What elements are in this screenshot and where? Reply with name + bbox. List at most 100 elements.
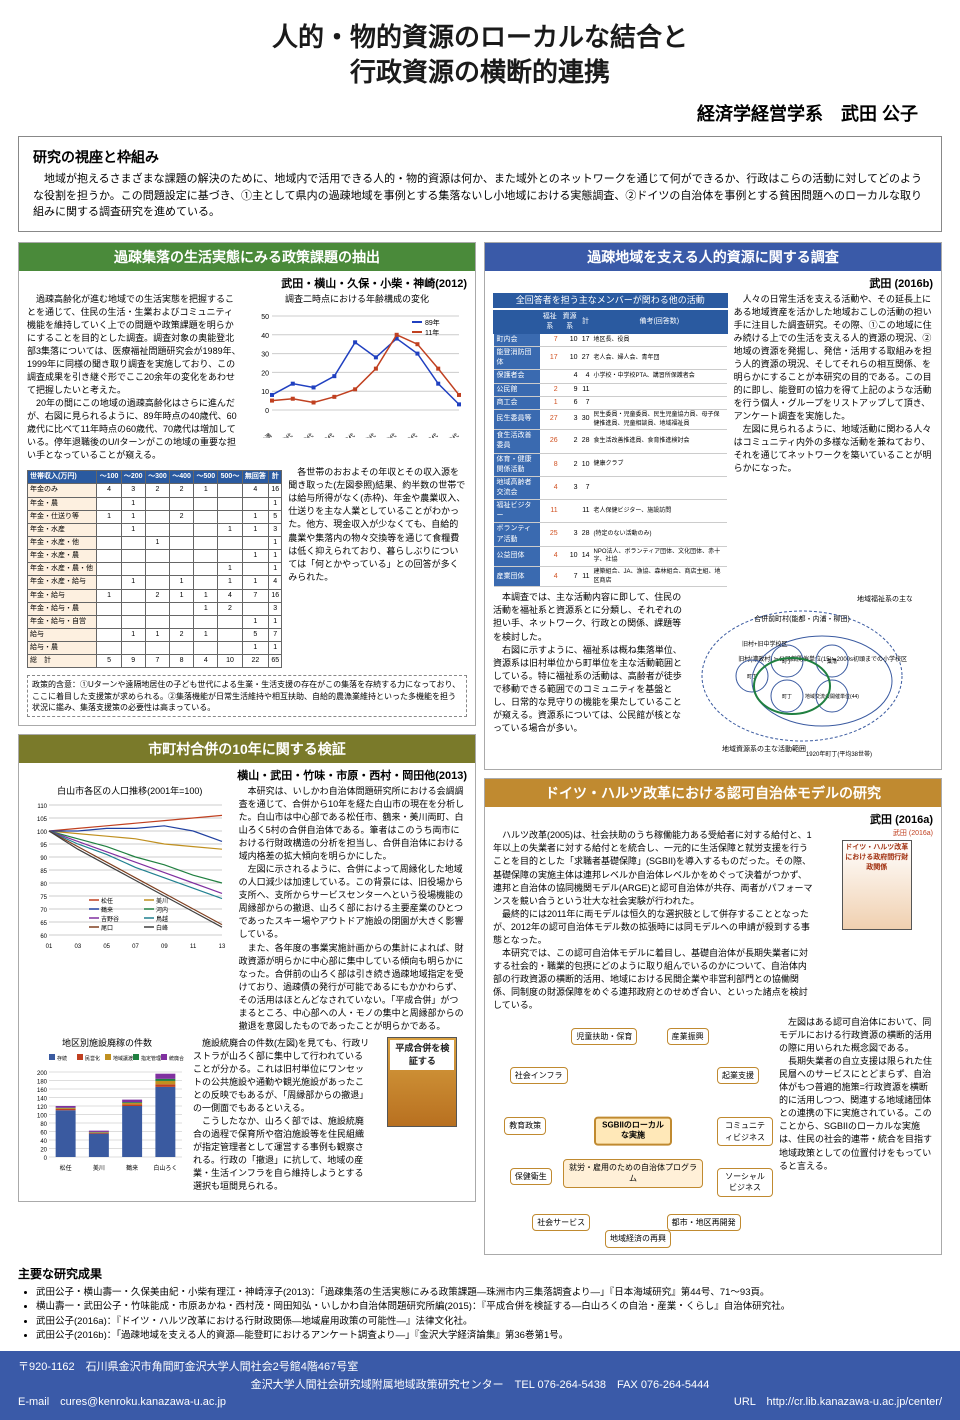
svg-text:美川: 美川	[93, 1164, 105, 1172]
panel-1-line-chart: 0102030405010歳未満10歳代20歳代30歳代40歳代50歳代60歳代…	[247, 308, 467, 438]
panel-2-text2: 施設統廃合の件数(左図)を見ても、行政リストラが山ろく部に集中して行われているこ…	[193, 1037, 372, 1194]
svg-text:40: 40	[40, 1139, 47, 1145]
svg-text:13: 13	[219, 944, 226, 950]
panel-2-header: 市町村合併の10年に関する検証	[19, 735, 475, 763]
intro-heading: 研究の視座と枠組み	[33, 147, 927, 167]
columns: 過疎集落の生活実態にみる政策課題の抽出 武田・横山・久保・小柴・神崎(2012)…	[18, 242, 942, 1255]
panel-4-book-thumb: ドイツ・ハルツ改革における政府間行財政関係	[842, 840, 912, 930]
right-column: 過疎地域を支える人的資源に関する調査 武田 (2016b) 全回答者を担う主なメ…	[484, 242, 942, 1255]
svg-text:旧村(濃政村) ≒公民館開催単位(15)≒2000s初頭まで: 旧村(濃政村) ≒公民館開催単位(15)≒2000s初頭までの小学校区	[738, 655, 907, 663]
svg-text:75: 75	[40, 895, 47, 901]
svg-text:11: 11	[190, 944, 197, 950]
svg-text:美川: 美川	[156, 897, 168, 905]
svg-text:160: 160	[37, 1088, 48, 1094]
panel-2-bar-title: 地区別施設廃稼の件数	[27, 1037, 187, 1050]
svg-text:85: 85	[40, 869, 47, 875]
svg-text:尾口: 尾口	[101, 925, 113, 932]
svg-text:集落: 集落	[827, 658, 837, 665]
panel-1: 過疎集落の生活実態にみる政策課題の抽出 武田・横山・久保・小柴・神崎(2012)…	[18, 242, 476, 726]
svg-text:白山ろく: 白山ろく	[153, 1164, 177, 1172]
panel-3-venn: 地域福祉系の主な活動範囲合併前町村(能都・内浦・柳田) 旧村(濃政村) ≒公民館開…	[692, 591, 933, 761]
hub-node: 都市・地区再開発	[667, 1214, 741, 1232]
svg-text:105: 105	[37, 817, 48, 823]
panel-1-right-text: 各世帯のおおよその年収とその収入源を聞き取った(左図参照)結果、約半数の世帯では…	[288, 466, 467, 672]
svg-text:河内: 河内	[156, 906, 168, 914]
panel-3-text2: 本調査では、主な活動内容に即して、住民の活動を福祉系と資源系とに分類し、それぞれ…	[493, 591, 686, 761]
publications: 主要な研究成果 武田公子・横山壽一・久保美由紀・小柴有理江・神崎淳子(2013)…	[18, 1265, 942, 1343]
panel-4-text: ハルツ改革(2005)は、社会扶助のうち稼働能力ある受給者に対する給付と、1年以…	[493, 829, 814, 1012]
svg-text:110: 110	[37, 804, 47, 810]
footer-addr: 〒920-1162 石川県金沢市角間町金沢大学人間社会2号館4階467号室	[18, 1359, 942, 1377]
svg-text:05: 05	[103, 944, 110, 950]
poster: 人的・物的資源のローカルな結合と 行政資源の横断的連携 経済学経営学系 武田 公…	[0, 0, 960, 1420]
svg-text:100: 100	[37, 830, 48, 836]
panel-3-cite: 武田 (2016b)	[493, 275, 933, 291]
svg-text:1920年町丁(平均38世帯): 1920年町丁(平均38世帯)	[806, 750, 872, 758]
svg-text:鳥越: 鳥越	[156, 915, 168, 923]
panel-1-header: 過疎集落の生活実態にみる政策課題の抽出	[19, 243, 475, 271]
svg-text:合併前町村(能都・内浦・柳田): 合併前町村(能都・内浦・柳田)	[754, 614, 850, 623]
svg-text:30: 30	[261, 351, 269, 358]
svg-text:地域交流会開催単位(44): 地域交流会開催単位(44)	[805, 693, 859, 700]
panel-3: 過疎地域を支える人的資源に関する調査 武田 (2016b) 全回答者を担う主なメ…	[484, 242, 942, 771]
svg-text:01: 01	[46, 944, 53, 950]
hub-node: 起業支援	[717, 1067, 759, 1085]
svg-text:20: 20	[40, 1147, 47, 1153]
svg-text:吉野谷: 吉野谷	[101, 915, 119, 923]
svg-text:町丁: 町丁	[782, 659, 792, 665]
svg-text:鶴来: 鶴来	[101, 906, 113, 914]
panel-2: 市町村合併の10年に関する検証 横山・武田・竹味・市原・西村・岡田他(2013)…	[18, 734, 476, 1202]
panel-2-pop-chart: 606570758085909510010511001030507091113松…	[27, 800, 227, 950]
pub-item: 武田公子(2016a)：『ドイツ・ハルツ改革における行財政関係—地域雇用政策の可…	[36, 1315, 942, 1329]
panel-1-chart-title: 調査二時点における年齢構成の変化	[247, 293, 467, 306]
pubs-title: 主要な研究成果	[18, 1265, 942, 1283]
footer: 〒920-1162 石川県金沢市角間町金沢大学人間社会2号館4階467号室 金沢…	[0, 1351, 960, 1420]
panel-2-cite: 横山・武田・竹味・市原・西村・岡田他(2013)	[27, 767, 467, 783]
svg-text:60: 60	[40, 934, 47, 940]
svg-text:町丁: 町丁	[782, 694, 792, 700]
svg-text:80: 80	[40, 882, 47, 888]
hub-node: 教育政策	[504, 1117, 546, 1135]
hub-node: 社会インフラ	[510, 1067, 568, 1085]
intro-box: 研究の視座と枠組み 地域が抱えるさまざまな課題の解決のために、地域内で活用できる…	[18, 136, 942, 232]
panel-3-table: 福祉系資源系計備考(回答数)町内会71017地区長、役員能登消防団体171027…	[493, 310, 728, 588]
svg-text:80: 80	[40, 1122, 47, 1128]
svg-text:03: 03	[74, 944, 81, 950]
footer-org: 金沢大学人間社会研究域附属地域政策研究センター TEL 076-264-5438…	[18, 1377, 942, 1395]
svg-text:180: 180	[37, 1079, 48, 1085]
svg-text:09: 09	[161, 944, 168, 950]
svg-text:65: 65	[40, 921, 47, 927]
footer-email: E-mail cures@kenroku.kanazawa-u.ac.jp	[18, 1394, 226, 1412]
title-line2: 行政資源の横断的連携	[12, 55, 948, 90]
pubs-list: 武田公子・横山壽一・久保美由紀・小柴有理江・神崎淳子(2013)：「過疎集落の生…	[36, 1286, 942, 1343]
title-area: 人的・物的資源のローカルな結合と 行政資源の横断的連携	[12, 12, 948, 94]
svg-text:10: 10	[261, 389, 269, 396]
panel-4-text2: 左図はある認可自治体において、同モデルにおける行政資源の横断的活用の際に用いられ…	[779, 1016, 933, 1246]
left-column: 過疎集落の生活実態にみる政策課題の抽出 武田・横山・久保・小柴・神崎(2012)…	[18, 242, 476, 1255]
svg-text:民営化: 民営化	[85, 1055, 100, 1062]
panel-4: ドイツ・ハルツ改革における認可自治体モデルの研究 武田 (2016a) ハルツ改…	[484, 778, 942, 1255]
svg-text:40: 40	[261, 333, 269, 340]
panel-2-book-thumb: 平成合併を検証する	[387, 1037, 457, 1127]
svg-text:60: 60	[40, 1130, 47, 1136]
panel-2-pop-title: 白山市各区の人口推移(2001年=100)	[27, 785, 233, 798]
intro-text: 地域が抱えるさまざまな課題の解決のために、地域内で活用できる人的・物的資源は何か…	[33, 171, 927, 221]
svg-text:鶴来: 鶴来	[126, 1164, 138, 1172]
panel-4-cite: 武田 (2016a)	[493, 811, 933, 827]
svg-text:地域福祉系の主な活動範囲: 地域福祉系の主な活動範囲	[857, 594, 912, 603]
panel-3-header: 過疎地域を支える人的資源に関する調査	[485, 243, 941, 271]
svg-text:20: 20	[261, 370, 269, 377]
hub-node: 保健衛生	[510, 1168, 552, 1186]
panel-3-table-title: 全回答者を担う主なメンバーが関わる他の活動	[493, 293, 728, 308]
hub-node: 地域経済の再興	[605, 1230, 671, 1248]
footer-url: URL http://cr.lib.kanazawa-u.ac.jp/cente…	[734, 1394, 942, 1412]
svg-text:70: 70	[40, 908, 47, 914]
hub-node: 児童扶助・保育	[571, 1028, 637, 1046]
panel-1-table: 世帯収入(万円)～100～200～300～400～500500～無回答計年金のみ…	[27, 470, 282, 668]
svg-text:白峰: 白峰	[156, 924, 168, 932]
author: 経済学経営学系 武田 公子	[42, 100, 918, 126]
panel-1-caption: 政策的含意：①Uターンや遠隔地居住の子ども世代による生業・生活支援の存在がこの集…	[27, 675, 467, 717]
panel-2-bar-chart: 020406080100120140160180200松任美川鶴来白山ろく存続民…	[27, 1052, 187, 1172]
svg-text:95: 95	[40, 843, 47, 849]
svg-text:200: 200	[37, 1071, 48, 1077]
